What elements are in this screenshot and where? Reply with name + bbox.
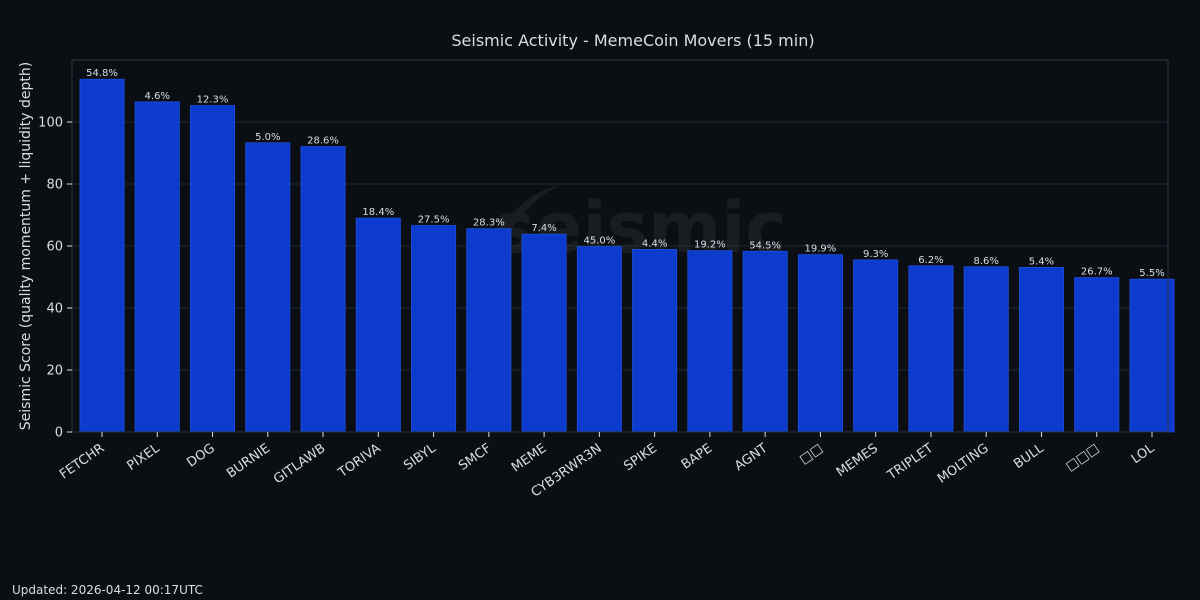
bar-value-label: 7.4% — [531, 223, 556, 234]
y-axis-label: Seismic Score (quality momentum + liquid… — [18, 62, 34, 430]
x-tick-label: MEME — [509, 441, 549, 476]
x-tick-label: □□□ — [1063, 441, 1102, 474]
bar — [411, 225, 457, 433]
bar-value-label: 28.6% — [307, 135, 339, 146]
chart-title: Seismic Activity - MemeCoin Movers (15 m… — [451, 31, 814, 50]
x-tick-label: SMCF — [456, 441, 494, 474]
x-tick-label: AGNT — [732, 441, 770, 474]
bar-value-label: 12.3% — [197, 95, 229, 106]
x-tick-label: GITLAWB — [271, 441, 328, 487]
seismic-watermark: seismic — [470, 185, 787, 275]
bar-value-label: 5.4% — [1029, 256, 1054, 267]
x-tick-label: SIBYL — [401, 441, 439, 474]
bar-value-label: 19.2% — [694, 240, 726, 251]
bar — [576, 246, 622, 433]
x-tick-label: TRIPLET — [884, 441, 936, 484]
x-tick-label: MOLTING — [935, 441, 992, 487]
bar — [355, 217, 401, 433]
y-tick-label: 0 — [55, 426, 63, 441]
bar-value-label: 54.5% — [749, 240, 781, 251]
x-tick-label: BULL — [1011, 441, 1047, 473]
bar-value-label: 28.3% — [473, 218, 505, 229]
bar — [1018, 266, 1064, 433]
bar-value-label: 4.6% — [145, 91, 170, 102]
bar-value-label: 19.9% — [805, 244, 837, 255]
bar-value-label: 4.4% — [642, 238, 667, 249]
x-tick-label: TORIVA — [335, 441, 384, 481]
bar-value-label: 18.4% — [362, 207, 394, 218]
bar — [190, 105, 236, 433]
x-tick-label: BURNIE — [224, 441, 273, 482]
y-axis-ticks: 0 20 40 60 80 100 — [38, 116, 72, 441]
x-tick-label: LOL — [1129, 441, 1158, 468]
y-tick-label: 80 — [46, 178, 63, 193]
x-tick-label: DOG — [184, 441, 217, 471]
bar — [632, 249, 678, 433]
bar — [797, 254, 843, 433]
bar-value-label: 45.0% — [583, 236, 615, 247]
bar-value-label: 5.0% — [255, 132, 280, 143]
bar-value-label: 27.5% — [418, 215, 450, 226]
bar — [466, 228, 512, 433]
bar-value-labels: 54.8% 4.6% 12.3% 5.0% 28.6% 18.4% 27.5% 28.3% 7.… — [86, 68, 1165, 279]
bar — [245, 142, 291, 433]
updated-timestamp: Updated: 2026-04-12 00:17UTC — [12, 583, 203, 597]
bar-value-label: 6.2% — [918, 255, 943, 266]
bar — [79, 78, 125, 433]
bar-value-label: 26.7% — [1081, 267, 1113, 278]
x-tick-label: PIXEL — [124, 441, 163, 474]
x-tick-label: FETCHR — [57, 441, 107, 482]
bar-value-label: 8.6% — [974, 256, 999, 267]
bar — [300, 146, 346, 433]
y-tick-label: 60 — [46, 240, 63, 255]
bars — [79, 78, 1175, 433]
bar — [687, 250, 733, 433]
bar — [521, 233, 567, 433]
bar — [1129, 278, 1175, 433]
x-tick-label: □□ — [797, 441, 826, 467]
y-tick-label: 20 — [46, 364, 63, 379]
bar — [1074, 277, 1120, 433]
bar — [742, 250, 788, 433]
x-tick-label: MEMES — [834, 441, 881, 480]
bar-value-label: 54.8% — [86, 68, 118, 79]
y-tick-label: 40 — [46, 302, 63, 317]
bar — [963, 266, 1009, 433]
x-tick-label: SPIKE — [621, 441, 660, 474]
bar-value-label: 5.5% — [1139, 268, 1164, 279]
bar — [134, 101, 180, 433]
bar-value-label: 9.3% — [863, 249, 888, 260]
bar — [853, 259, 899, 433]
y-tick-label: 100 — [38, 116, 63, 131]
bar — [908, 265, 954, 433]
x-tick-label: BAPE — [679, 441, 715, 473]
